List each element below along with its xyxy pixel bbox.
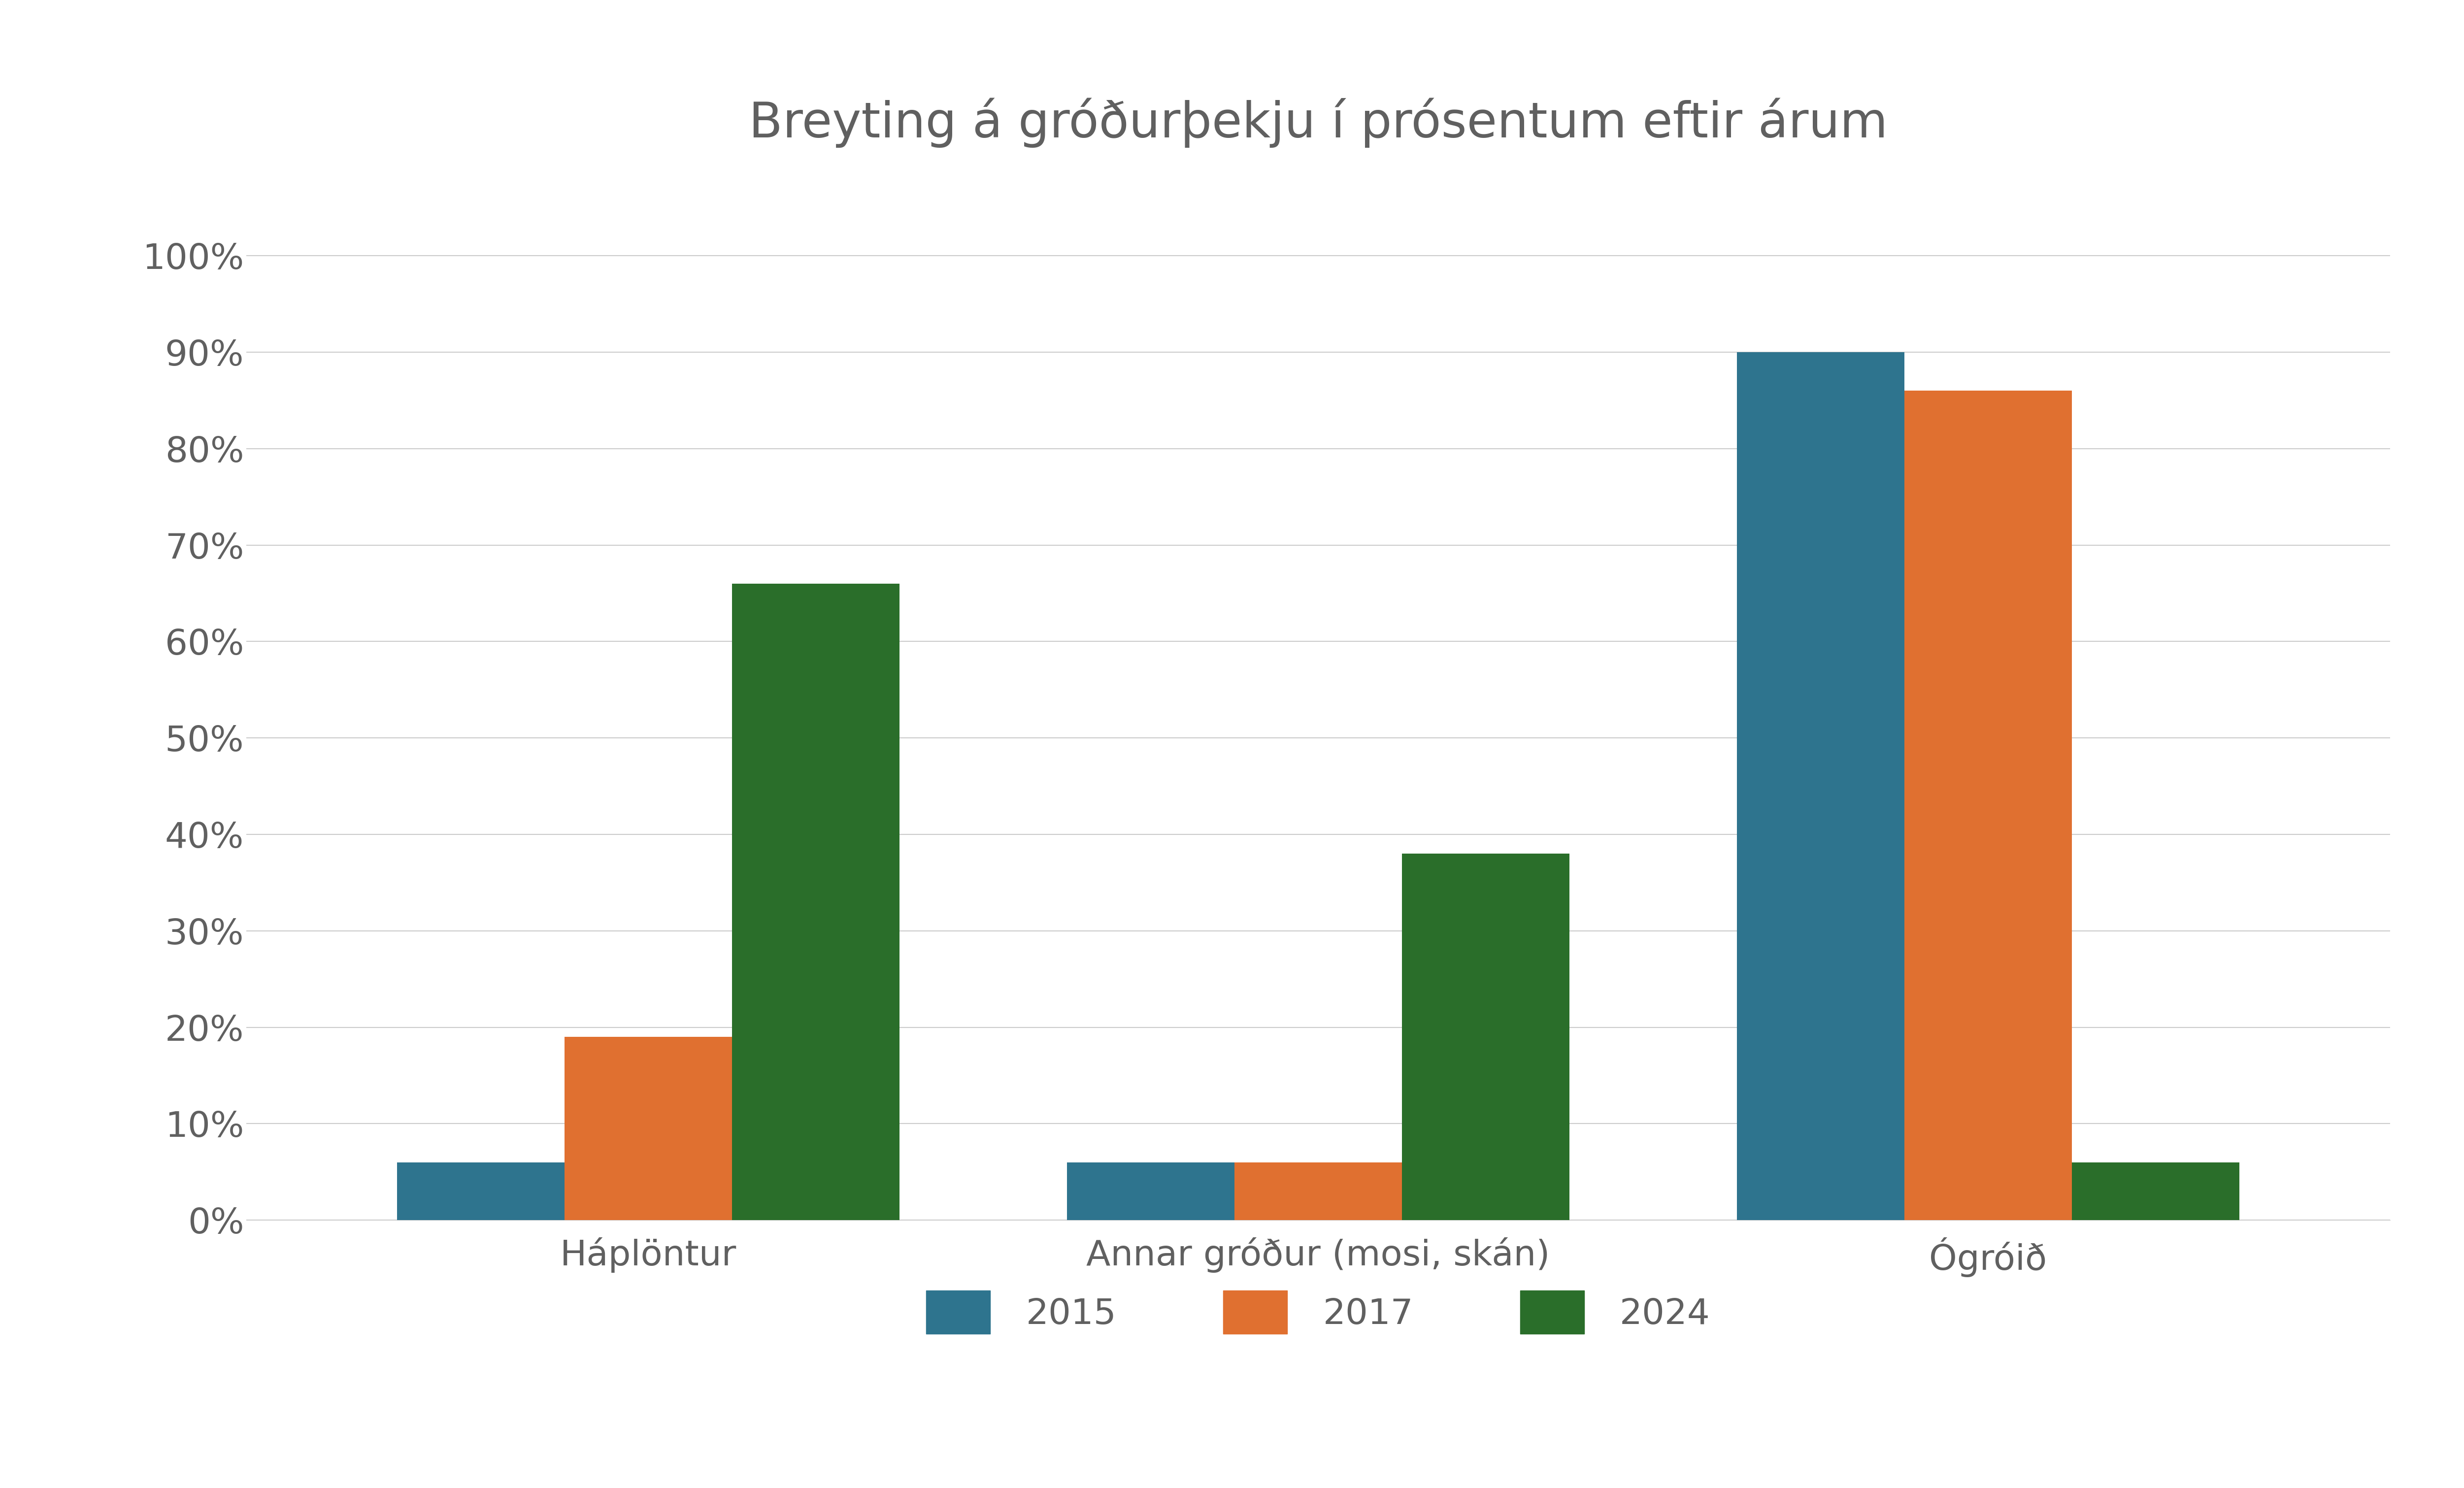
Bar: [1067, 1162, 1234, 1220]
Bar: [1234, 1162, 1402, 1220]
Bar: [1402, 854, 1570, 1220]
Bar: [1905, 391, 2072, 1220]
Title: Breyting á gróðurþekju í prósentum eftir árum: Breyting á gróðurþekju í prósentum eftir…: [749, 98, 1887, 147]
Bar: [2072, 1162, 2240, 1220]
Legend: 2015, 2017, 2024: 2015, 2017, 2024: [912, 1277, 1725, 1348]
Bar: [732, 583, 899, 1220]
Bar: [1737, 353, 1905, 1220]
Bar: [564, 1037, 732, 1220]
Bar: [397, 1162, 564, 1220]
